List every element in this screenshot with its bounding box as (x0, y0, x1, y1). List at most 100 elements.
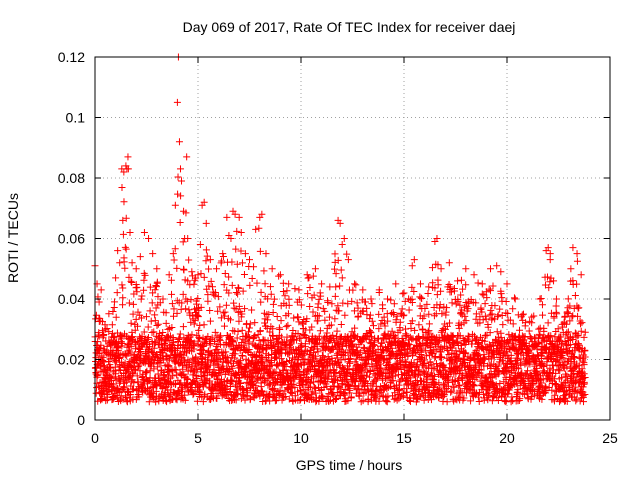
data-point (254, 368, 262, 376)
data-point (187, 318, 195, 326)
data-point (567, 265, 575, 273)
data-point (168, 300, 176, 308)
data-point (420, 369, 428, 377)
data-point (149, 250, 157, 258)
data-point (559, 354, 567, 362)
data-point (258, 388, 266, 396)
data-point (297, 301, 305, 309)
data-point (144, 333, 152, 341)
data-point (238, 259, 246, 267)
data-point (207, 335, 215, 343)
data-point (165, 368, 173, 376)
data-point (486, 362, 494, 370)
data-point (103, 325, 111, 332)
data-point (120, 198, 128, 206)
data-point (114, 346, 122, 354)
data-point (196, 321, 204, 329)
data-point (314, 317, 322, 325)
data-point (576, 397, 584, 405)
data-point (518, 369, 526, 377)
data-point (336, 282, 344, 290)
data-point (562, 320, 570, 328)
data-point (494, 311, 502, 319)
data-point (280, 394, 288, 402)
data-point (258, 387, 266, 395)
data-point (171, 245, 179, 253)
data-point (163, 361, 171, 369)
data-point (574, 304, 582, 312)
data-point (202, 257, 210, 265)
data-point (383, 385, 391, 393)
data-point (210, 290, 218, 298)
data-point (473, 373, 481, 381)
data-point (481, 300, 489, 308)
data-point (335, 383, 343, 391)
data-point (398, 305, 406, 313)
data-point (281, 393, 289, 401)
data-point (510, 294, 518, 302)
data-point (114, 247, 122, 255)
data-point (377, 364, 385, 372)
data-point (100, 330, 108, 338)
data-point (179, 238, 187, 246)
data-point (478, 290, 486, 298)
data-point (162, 338, 170, 346)
data-point (205, 282, 213, 290)
data-point (305, 274, 313, 282)
data-point (424, 289, 432, 297)
data-point (176, 219, 184, 227)
data-point (132, 315, 140, 323)
data-point (493, 328, 501, 336)
data-point (177, 305, 185, 313)
y-tick-label: 0 (77, 412, 85, 428)
data-point (397, 365, 405, 373)
data-point (368, 317, 376, 325)
data-point (340, 391, 348, 399)
data-point (390, 300, 398, 308)
data-point (344, 256, 352, 264)
data-point (185, 358, 193, 366)
data-point (171, 366, 179, 374)
data-point (438, 353, 446, 361)
data-point (134, 308, 142, 316)
data-point (112, 313, 120, 321)
data-point (418, 390, 426, 398)
data-point (375, 286, 383, 294)
data-point (206, 377, 214, 385)
x-tick-label: 10 (293, 430, 309, 446)
data-point (138, 333, 146, 341)
data-point (177, 379, 185, 387)
data-point (298, 342, 306, 350)
data-point (211, 370, 219, 378)
data-point (237, 247, 245, 255)
data-point (150, 328, 158, 336)
data-point (564, 295, 572, 303)
data-point (153, 265, 161, 273)
data-point (395, 395, 403, 403)
data-point (273, 312, 281, 320)
data-point (207, 277, 215, 285)
data-point (151, 317, 159, 325)
data-point (99, 353, 107, 361)
data-point (138, 292, 146, 300)
data-point (571, 383, 579, 391)
data-point (577, 320, 585, 328)
data-point (151, 311, 159, 319)
data-point (496, 379, 504, 387)
data-point (457, 276, 465, 284)
data-point (297, 386, 305, 394)
data-point (331, 339, 339, 347)
data-point (315, 295, 323, 303)
data-point (424, 334, 432, 342)
data-point (118, 340, 126, 348)
data-point (332, 375, 340, 383)
data-point (514, 365, 522, 373)
data-point (328, 300, 336, 308)
data-point (563, 363, 571, 371)
data-point (360, 378, 368, 386)
data-point (457, 291, 465, 299)
data-point (175, 138, 183, 146)
data-point (564, 310, 572, 318)
data-point (405, 341, 413, 349)
data-point (296, 343, 304, 351)
